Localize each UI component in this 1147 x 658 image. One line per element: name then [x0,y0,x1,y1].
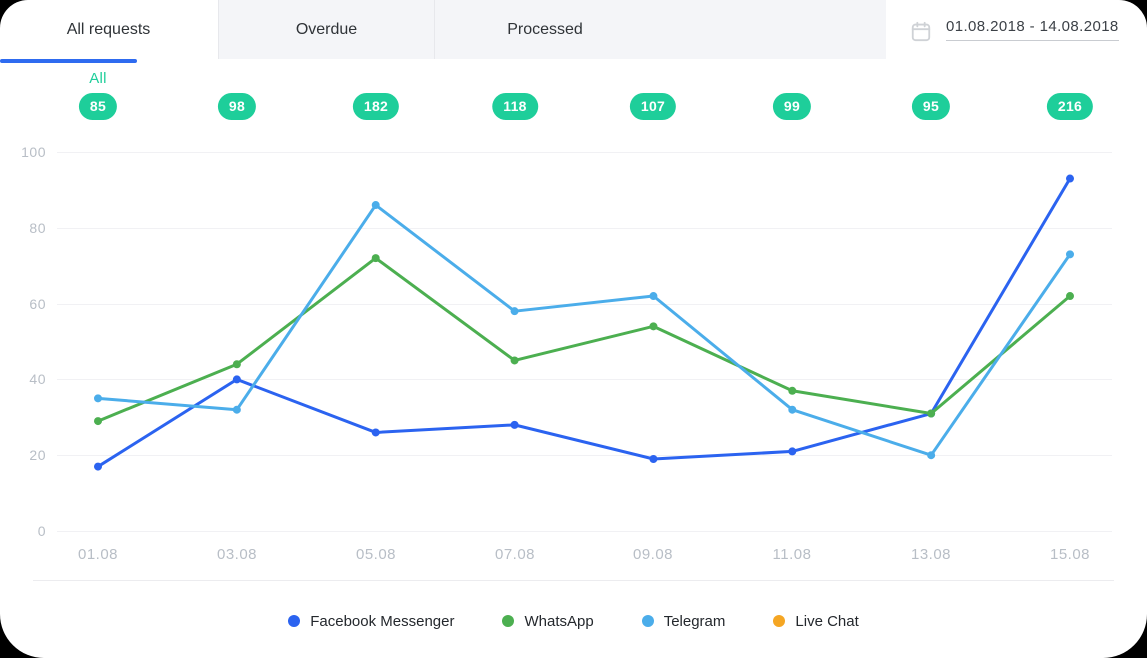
gridline [57,228,1112,229]
legend-item-live-chat[interactable]: Live Chat [773,612,859,630]
date-range-picker[interactable]: 01.08.2018 - 14.08.2018 [910,18,1119,42]
x-axis-tick: 03.08 [216,546,258,563]
chart-legend-divider [33,580,1114,581]
day-total-badge: 98 [217,93,257,120]
day-total-badge: 85 [78,93,118,120]
tab-all-requests-label: All requests [66,20,151,38]
day-total-badge: 118 [492,93,538,120]
legend-label: Facebook Messenger [310,612,455,630]
y-axis-tick: 80 [29,220,46,236]
gridline [57,531,1112,532]
chart-legend: Facebook Messenger WhatsApp Telegram Liv… [0,596,1147,646]
day-total-badge: 182 [352,93,400,120]
x-axis-tick: 05.08 [355,546,397,563]
y-axis-tick: 100 [21,144,46,160]
legend-item-whatsapp[interactable]: WhatsApp [502,612,594,630]
y-axis-tick: 0 [37,523,46,539]
tab-overdue[interactable]: Overdue [218,0,434,59]
active-tab-underline [0,59,137,63]
day-total-badge: 216 [1046,93,1094,120]
x-axis-tick: 09.08 [632,546,674,563]
legend-label: Live Chat [795,612,859,630]
gridline [57,455,1112,456]
tab-all-requests[interactable]: All requests [40,0,177,59]
tab-overdue-label: Overdue [295,20,358,38]
whatsapp-dot-icon [502,615,515,627]
gridline [57,152,1112,153]
gridline [57,304,1112,305]
legend-label: Telegram [663,612,726,630]
x-axis-tick: 07.08 [494,546,536,563]
day-total-badge: 107 [629,93,677,120]
totals-all-label: All [89,70,107,87]
legend-item-telegram[interactable]: Telegram [641,612,726,630]
date-range-value: 01.08.2018 - 14.08.2018 [946,18,1119,41]
gridline [57,379,1112,380]
x-axis-tick: 15.08 [1049,546,1091,563]
tab-bar-filler [655,0,886,59]
calendar-icon [911,21,931,42]
x-axis-tick: 11.08 [772,546,812,563]
facebook-messenger-dot-icon [288,615,301,627]
x-axis-tick: 13.08 [910,546,952,563]
y-axis-tick: 20 [29,447,46,463]
legend-label: WhatsApp [524,612,594,630]
tab-group: Overdue Processed [218,0,886,59]
day-total-badge: 99 [772,93,812,120]
x-axis-tick: 01.08 [77,546,119,563]
telegram-dot-icon [641,615,654,627]
y-axis-tick: 60 [29,296,46,312]
day-total-badge: 95 [911,93,951,120]
tab-processed[interactable]: Processed [434,0,655,59]
live-chat-dot-icon [773,615,786,627]
legend-item-facebook-messenger[interactable]: Facebook Messenger [288,613,454,630]
tab-processed-label: Processed [507,20,583,38]
y-axis-tick: 40 [29,371,46,387]
